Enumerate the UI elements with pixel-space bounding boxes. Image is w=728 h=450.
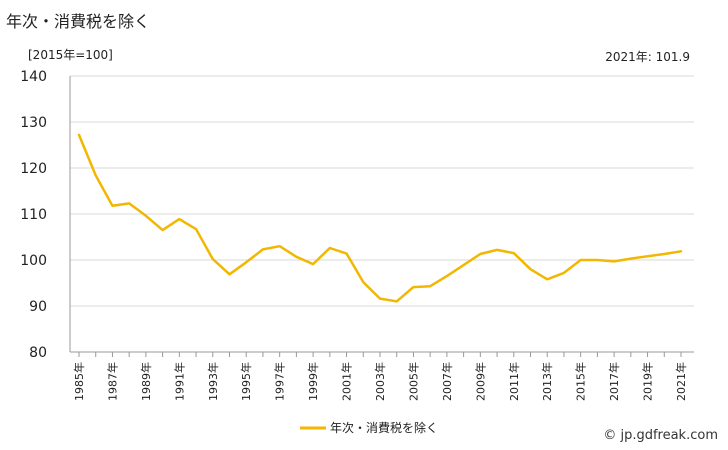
series-lines (77, 133, 683, 303)
x-tick-label: 2011年 (507, 362, 521, 401)
x-tick-label: 1997年 (273, 362, 287, 401)
grid-lines (69, 75, 694, 353)
x-tick-label: 2013年 (540, 362, 554, 401)
series-line (77, 133, 683, 303)
chart-title: 年次・消費税を除く (6, 12, 151, 31)
x-tick-label: 2017年 (607, 362, 621, 401)
x-tick-label: 1989年 (139, 362, 153, 401)
x-tick-label: 1995年 (239, 362, 253, 401)
x-tick-label: 1987年 (105, 362, 119, 401)
x-tick-label: 2009年 (473, 362, 487, 401)
watermark: © jp.gdfreak.com (603, 428, 718, 443)
x-tick-label: 1985年 (72, 362, 86, 401)
legend-label: 年次・消費税を除く (330, 420, 438, 435)
y-tick-label: 100 (20, 253, 47, 269)
x-axis-ticks: 1985年 1987年 1989年 1991年 1993年 1995年 1997年 1999年… (72, 352, 688, 401)
latest-value-label: 2021年: 101.9 (605, 50, 690, 64)
x-tick-label: 2021年 (674, 362, 688, 401)
legend: 年次・消費税を除く (300, 420, 438, 435)
y-tick-label: 110 (20, 207, 47, 223)
x-tick-label: 2015年 (574, 362, 588, 401)
y-axis-unit-label: [2015年=100] (28, 48, 113, 62)
y-tick-label: 80 (29, 345, 47, 361)
x-tick-label: 1999年 (306, 362, 320, 401)
x-tick-label: 2005年 (406, 362, 420, 401)
x-tick-label: 2007年 (440, 362, 454, 401)
y-tick-label: 90 (29, 299, 47, 315)
x-tick-label: 1993年 (206, 362, 220, 401)
y-axis-ticks: 80 90 100 110 120 130 140 (20, 69, 47, 361)
x-tick-label: 2001年 (340, 362, 354, 401)
y-tick-label: 140 (20, 69, 47, 85)
x-tick-label: 2003年 (373, 362, 387, 401)
x-tick-label: 2019年 (641, 362, 655, 401)
y-tick-label: 120 (20, 161, 47, 177)
y-tick-label: 130 (20, 115, 47, 131)
x-tick-label: 1991年 (172, 362, 186, 401)
